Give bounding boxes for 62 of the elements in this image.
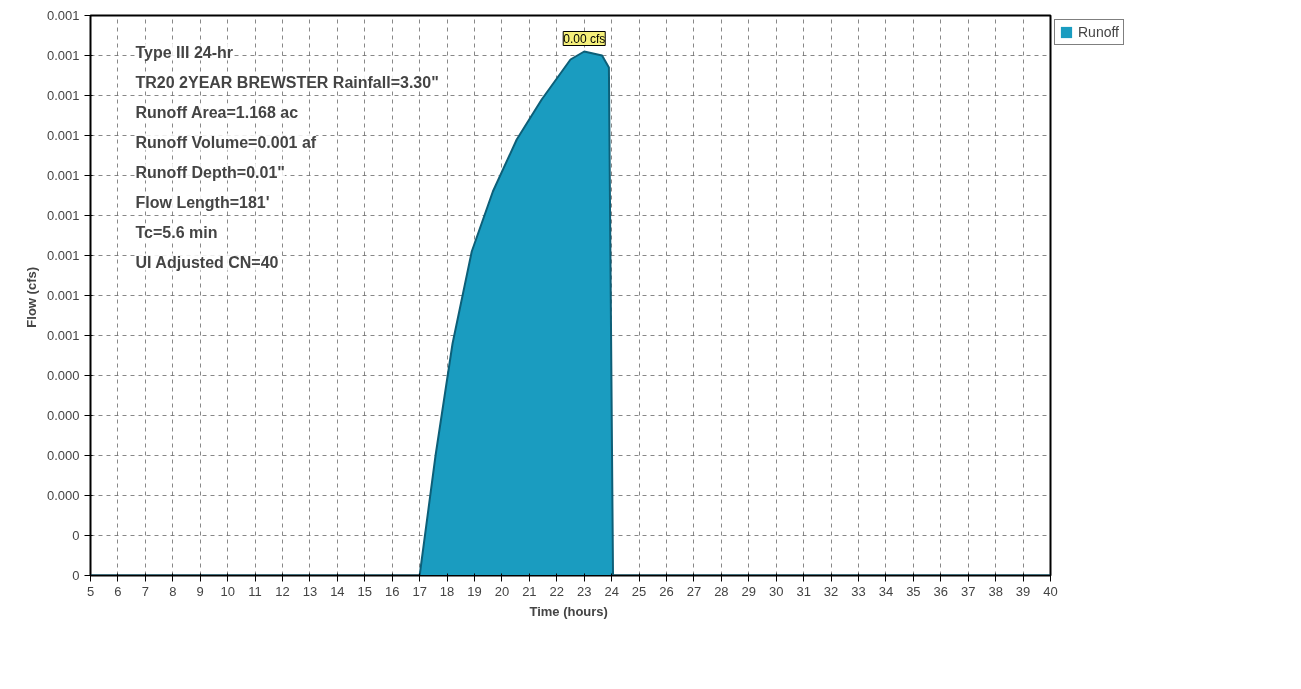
x-tick-label: 12	[275, 583, 290, 599]
x-tick-label: 13	[302, 583, 318, 599]
x-tick-label: 29	[741, 583, 757, 599]
x-tick-label: 24	[604, 583, 619, 599]
x-tick-label: 16	[384, 583, 400, 599]
annotation: UI Adjusted CN=40	[135, 253, 279, 271]
y-tick-label: 0.001	[46, 208, 80, 223]
x-tick-label: 32	[823, 583, 839, 599]
x-tick-label: 17	[412, 583, 427, 599]
y-axis-title: Flow (cfs)	[23, 266, 39, 328]
annotation: Tc=5.6 min	[135, 223, 218, 241]
x-tick-label: 8	[169, 583, 177, 599]
y-tick-label: 0.001	[46, 128, 80, 143]
x-tick-label: 6	[114, 583, 122, 599]
x-tick-label: 14	[330, 583, 345, 599]
x-tick-label: 28	[714, 583, 729, 599]
x-tick-label: 11	[248, 583, 262, 599]
x-tick-label: 15	[357, 583, 373, 599]
y-tick-label: 0	[72, 568, 80, 583]
x-tick-label: 10	[220, 583, 235, 599]
annotation: TR20 2YEAR BREWSTER Rainfall=3.30"	[135, 73, 439, 91]
x-tick-label: 18	[439, 583, 455, 599]
x-tick-label: 38	[988, 583, 1003, 599]
annotation: Type III 24-hr	[135, 43, 234, 61]
y-tick-label: 0.001	[46, 248, 80, 263]
x-tick-label: 31	[796, 583, 811, 599]
y-tick-label: 0.000	[46, 448, 80, 463]
y-tick-label: 0.001	[46, 288, 80, 303]
x-axis-title: Time (hours)	[529, 603, 608, 619]
annotation: Runoff Volume=0.001 af	[135, 133, 317, 151]
x-tick-label: 22	[549, 583, 565, 599]
x-tick-label: 5	[86, 583, 95, 599]
annotation: Runoff Area=1.168 ac	[135, 103, 299, 121]
y-tick-label: 0	[72, 528, 80, 543]
x-tick-label: 37	[960, 583, 976, 599]
x-tick-label: 30	[768, 583, 784, 599]
x-tick-label: 26	[659, 583, 674, 599]
y-tick-label: 0.001	[46, 48, 80, 63]
x-tick-label: 9	[196, 583, 204, 599]
y-tick-label: 0.001	[46, 328, 80, 343]
x-tick-label: 23	[576, 583, 592, 599]
y-tick-label: 0.001	[46, 168, 80, 183]
y-tick-label: 0.001	[46, 88, 80, 103]
x-tick-label: 35	[906, 583, 921, 599]
legend-label: Runoff	[1078, 24, 1119, 40]
x-tick-label: 39	[1015, 583, 1031, 599]
y-tick-label: 0.001	[46, 8, 80, 23]
x-tick-label: 40	[1043, 583, 1058, 599]
x-tick-label: 7	[141, 583, 149, 599]
x-tick-label: 21	[522, 583, 537, 599]
x-tick-label: 19	[467, 583, 482, 599]
annotation: Runoff Depth=0.01"	[135, 163, 285, 181]
x-tick-label: 34	[878, 583, 894, 599]
y-tick-label: 0.000	[46, 408, 80, 423]
x-tick-label: 36	[933, 583, 949, 599]
y-tick-label: 0.000	[46, 488, 80, 503]
x-tick-label: 33	[851, 583, 866, 599]
x-tick-label: 20	[494, 583, 510, 599]
x-tick-label: 25	[631, 583, 647, 599]
x-tick-label: 27	[686, 583, 702, 599]
annotation: Flow Length=181'	[135, 193, 270, 211]
y-tick-label: 0.000	[46, 368, 80, 383]
